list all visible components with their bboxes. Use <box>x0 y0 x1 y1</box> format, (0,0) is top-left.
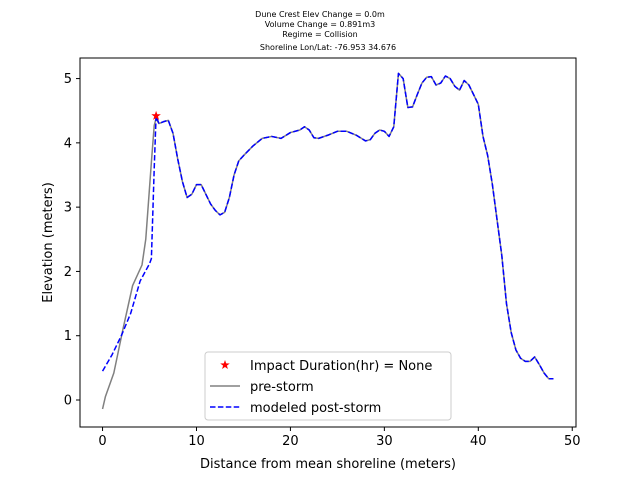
x-tick-label-50: 50 <box>564 434 581 449</box>
marker-layer <box>151 110 161 120</box>
legend: Impact Duration(hr) = None pre-storm mod… <box>204 351 452 421</box>
legend-entry-pre-storm: pre-storm <box>250 380 314 395</box>
title-line-4: Shoreline Lon/Lat: -76.953 34.676 <box>260 43 396 52</box>
chart-title: Dune Crest Elev Change = 0.0m Volume Cha… <box>255 10 396 52</box>
x-tick-label-40: 40 <box>470 434 487 449</box>
y-axis: 0 1 2 3 4 5 <box>64 72 80 409</box>
title-line-1: Dune Crest Elev Change = 0.0m <box>255 10 385 19</box>
title-line-3: Regime = Collision <box>282 30 357 39</box>
y-tick-label-5: 5 <box>64 72 72 87</box>
plot-frame <box>79 57 577 428</box>
y-tick-label-2: 2 <box>64 265 72 280</box>
y-tick-label-1: 1 <box>64 329 72 344</box>
y-axis-label: Elevation (meters) <box>41 182 56 303</box>
x-tick-label-10: 10 <box>188 434 205 449</box>
y-tick-label-3: 3 <box>64 201 72 216</box>
y-tick-label-0: 0 <box>64 394 72 409</box>
x-axis-label: Distance from mean shoreline (meters) <box>200 457 456 472</box>
impact-point-star <box>151 110 161 120</box>
x-axis: 0 10 20 30 40 50 <box>98 427 581 449</box>
legend-star-icon <box>220 360 230 370</box>
legend-star-marker <box>220 360 230 370</box>
legend-box <box>204 351 452 421</box>
y-tick-label-4: 4 <box>64 136 72 151</box>
legend-entry-impact: Impact Duration(hr) = None <box>250 359 432 374</box>
x-tick-label-0: 0 <box>98 434 106 449</box>
x-tick-label-30: 30 <box>376 434 393 449</box>
title-line-2: Volume Change = 0.891m3 <box>265 20 376 29</box>
legend-entry-post-storm: modeled post-storm <box>250 401 381 416</box>
x-tick-label-20: 20 <box>282 434 299 449</box>
series-layer <box>101 72 554 410</box>
series-modeled-post-storm <box>101 72 554 380</box>
